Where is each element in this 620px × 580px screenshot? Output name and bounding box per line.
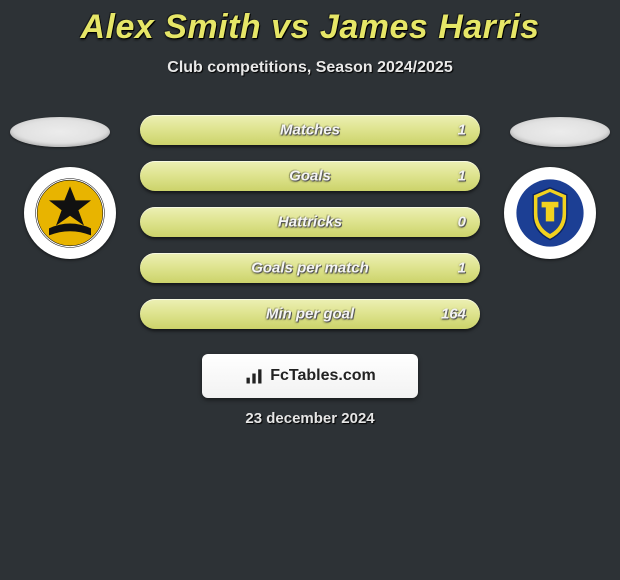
- team-crest-left: [24, 167, 116, 259]
- source-logo-text: FcTables.com: [270, 367, 376, 385]
- source-logo: FcTables.com: [202, 354, 418, 398]
- stat-value-right: 1: [458, 122, 466, 139]
- generation-date: 23 december 2024: [245, 410, 374, 427]
- crest-left-icon: [35, 178, 105, 248]
- stat-bar: Matches 1: [140, 115, 480, 145]
- stat-bar: Hattricks 0: [140, 207, 480, 237]
- crest-right-icon: [515, 178, 585, 248]
- stat-value-right: 164: [441, 306, 466, 323]
- stat-value-right: 0: [458, 214, 466, 231]
- stat-label: Min per goal: [266, 306, 354, 323]
- stat-label: Goals per match: [251, 260, 369, 277]
- stat-bar: Min per goal 164: [140, 299, 480, 329]
- stats-area: Matches 1 Goals 1 Hattricks 0 Goals per …: [0, 107, 620, 347]
- stat-label: Matches: [280, 122, 340, 139]
- stat-value-right: 1: [458, 260, 466, 277]
- stat-label: Goals: [289, 168, 331, 185]
- stat-label: Hattricks: [278, 214, 342, 231]
- stat-bar: Goals 1: [140, 161, 480, 191]
- comparison-subtitle: Club competitions, Season 2024/2025: [0, 59, 620, 77]
- team-crest-right: [504, 167, 596, 259]
- stat-bar: Goals per match 1: [140, 253, 480, 283]
- stat-value-right: 1: [458, 168, 466, 185]
- comparison-title: Alex Smith vs James Harris: [0, 0, 620, 47]
- player-placeholder-right: [510, 117, 610, 147]
- bar-chart-icon: [244, 366, 264, 386]
- stat-bars: Matches 1 Goals 1 Hattricks 0 Goals per …: [140, 115, 480, 345]
- player-placeholder-left: [10, 117, 110, 147]
